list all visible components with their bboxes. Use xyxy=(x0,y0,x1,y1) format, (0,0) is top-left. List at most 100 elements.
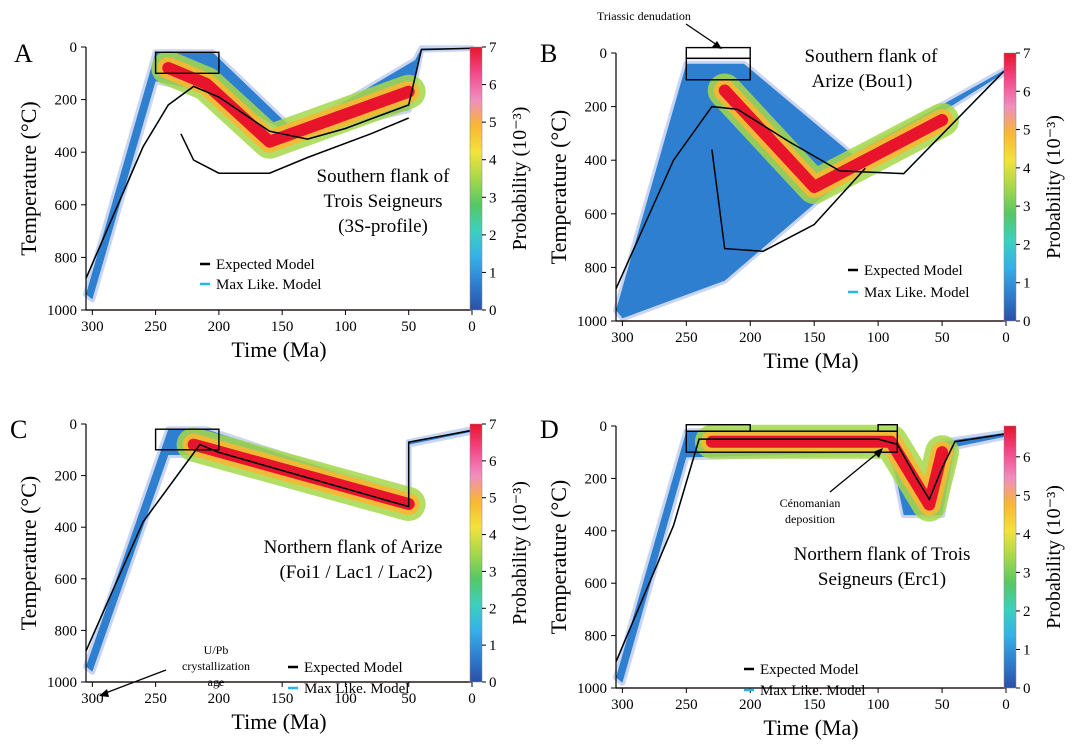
colorbar-tick-label: 1 xyxy=(1023,642,1031,658)
colorbar-tick-label: 6 xyxy=(1023,84,1031,100)
colorbar-label: Probability (10⁻³) xyxy=(509,481,531,625)
panel-d: D 300 250 200 150 100 50 002004006008001000Tim… xyxy=(540,415,1065,740)
colorbar-label: Probability (10⁻³) xyxy=(1043,115,1065,259)
x-tick-label: 0 xyxy=(1002,330,1010,346)
colorbar-tick-label: 1 xyxy=(489,638,497,654)
plot-area: 300 250 200 150 100 50 002004006008001000Time … xyxy=(546,419,1065,740)
constraint-box xyxy=(685,46,751,59)
colorbar-tick-label: 0 xyxy=(1023,681,1031,697)
annotation-line-3: age xyxy=(208,675,225,689)
y-tick-label: 800 xyxy=(585,260,608,276)
colorbar-tick-label: 3 xyxy=(489,190,497,206)
panel-title-line-1: Northern flank of Arize xyxy=(264,537,443,558)
panel-b: B 300 250 200 150 100 50 002004006008001000Tim… xyxy=(540,9,1065,373)
constraint-box xyxy=(685,430,898,453)
x-tick-label: 250 xyxy=(675,330,698,346)
x-tick-label: 100 xyxy=(334,691,357,707)
panel-title-line-2: Seigneurs (Erc1) xyxy=(818,569,946,590)
x-tick-label: 50 xyxy=(935,330,950,346)
expected-model-line xyxy=(615,433,1007,663)
x-tick-label: 0 xyxy=(468,691,476,707)
panel-title-line-3: (3S-profile) xyxy=(338,216,428,237)
density-band-peak xyxy=(705,435,949,511)
panel-c: C 300 250 200 150 100 50 002004006008001000Tim… xyxy=(10,415,531,734)
colorbar xyxy=(469,423,483,683)
annotation-triassic-denudation: Triassic denudation xyxy=(597,9,691,23)
expected-model-lower-line xyxy=(711,149,866,253)
panel-title-line-1: Southern flank of xyxy=(805,46,939,67)
legend-maxlike-label: Max Like. Model xyxy=(760,683,865,699)
panel-a: A 300 250 200 150 100 50 002004006008001000Tim… xyxy=(14,39,531,362)
annotation-line-2: crystallization xyxy=(182,659,250,673)
x-axis-label: Time (Ma) xyxy=(231,709,326,734)
x-tick-label: 200 xyxy=(739,697,762,713)
y-axis-label: Temperature (°C) xyxy=(546,110,571,264)
colorbar-tick-label: 3 xyxy=(489,564,497,580)
colorbar-tick-label: 5 xyxy=(489,115,497,131)
colorbar xyxy=(1003,425,1017,689)
colorbar-tick-label: 4 xyxy=(489,153,497,169)
colorbar-tick-label: 0 xyxy=(489,675,497,691)
legend-expected-label: Expected Model xyxy=(760,662,859,678)
panel-title-line-1: Northern flank of Trois xyxy=(794,544,971,565)
colorbar-tick-label: 5 xyxy=(489,491,497,507)
y-tick-label: 1000 xyxy=(47,675,77,691)
colorbar xyxy=(1003,52,1017,322)
y-tick-label: 0 xyxy=(70,40,78,56)
annotation-arrowhead xyxy=(99,689,109,697)
annotation-line-2: deposition xyxy=(785,512,835,526)
x-tick-label: 100 xyxy=(867,330,890,346)
y-tick-label: 600 xyxy=(585,207,608,223)
panel-title-line-2: Arize (Bou1) xyxy=(812,71,913,92)
x-tick-label: 150 xyxy=(271,319,294,335)
y-tick-label: 600 xyxy=(55,572,78,588)
x-tick-label: 50 xyxy=(401,319,416,335)
x-tick-label: 300 xyxy=(81,691,104,707)
x-tick-label: 300 xyxy=(81,319,104,335)
y-tick-label: 0 xyxy=(600,46,608,62)
y-tick-label: 600 xyxy=(585,576,608,592)
y-tick-label: 800 xyxy=(55,623,78,639)
colorbar-tick-label: 5 xyxy=(1023,488,1031,504)
panel-title-line-2: Trois Seigneurs xyxy=(323,191,442,212)
colorbar-label: Probability (10⁻³) xyxy=(509,107,531,251)
plot-area: 300 250 200 150 100 50 002004006008001000Time … xyxy=(16,417,531,734)
colorbar-label: Probability (10⁻³) xyxy=(1043,485,1065,629)
x-tick-label: 150 xyxy=(803,697,826,713)
colorbar-tick-label: 4 xyxy=(489,528,497,544)
x-axis-label: Time (Ma) xyxy=(763,715,858,740)
legend-maxlike-label: Max Like. Model xyxy=(216,277,321,293)
colorbar-tick-label: 7 xyxy=(489,417,497,433)
y-tick-label: 0 xyxy=(70,417,78,433)
colorbar-tick-label: 1 xyxy=(1023,276,1031,292)
colorbar-tick-label: 6 xyxy=(489,78,497,94)
x-tick-label: 150 xyxy=(271,691,294,707)
annotation-line-1: U/Pb xyxy=(204,643,229,657)
annotation-arrowhead xyxy=(712,41,722,49)
legend-maxlike-label: Max Like. Model xyxy=(304,681,409,697)
x-tick-label: 200 xyxy=(208,691,231,707)
density-band-peak xyxy=(718,84,949,193)
colorbar-tick-label: 5 xyxy=(1023,123,1031,139)
panel-title-line-2: (Foi1 / Lac1 / Lac2) xyxy=(279,562,432,583)
x-tick-label: 0 xyxy=(468,319,476,335)
y-tick-label: 400 xyxy=(585,153,608,169)
density-band-peak xyxy=(187,438,415,510)
y-tick-label: 0 xyxy=(600,419,608,435)
colorbar-tick-label: 3 xyxy=(1023,565,1031,581)
x-tick-label: 250 xyxy=(144,319,167,335)
y-tick-label: 200 xyxy=(55,93,78,109)
colorbar-tick-label: 6 xyxy=(1023,450,1031,466)
legend-expected-label: Expected Model xyxy=(304,660,403,676)
y-tick-label: 1000 xyxy=(47,303,77,319)
y-tick-label: 800 xyxy=(585,629,608,645)
x-tick-label: 300 xyxy=(611,697,634,713)
y-tick-label: 200 xyxy=(55,469,78,485)
x-tick-label: 300 xyxy=(611,330,634,346)
colorbar-tick-label: 7 xyxy=(489,40,497,56)
expected-model-line xyxy=(85,429,473,652)
colorbar xyxy=(469,46,483,311)
plot-area: 300 250 200 150 100 50 002004006008001000Time … xyxy=(16,40,531,362)
y-tick-label: 400 xyxy=(55,145,78,161)
annotation-line-1: Cénomanian xyxy=(780,496,841,510)
